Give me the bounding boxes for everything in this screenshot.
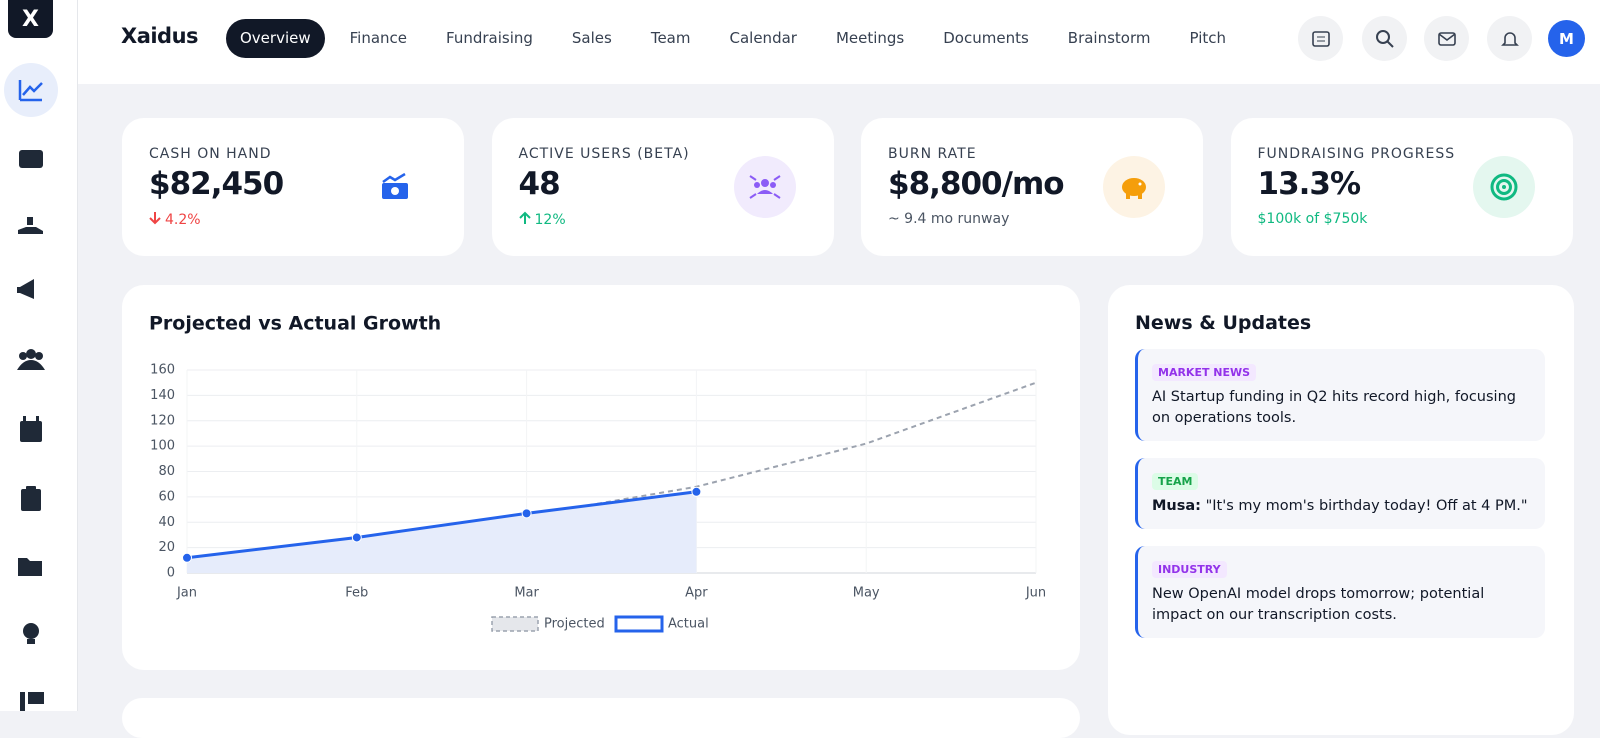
news-text: Musa: "It's my mom's birthday today! Off… [1152, 496, 1531, 517]
kpi-label: CASH ON HAND [149, 146, 272, 162]
y-tick-label: 0 [167, 566, 175, 581]
news-item: INDUSTRY New OpenAI model drops tomorrow;… [1135, 546, 1545, 638]
y-tick-label: 140 [150, 388, 175, 403]
legend-swatch [491, 616, 539, 632]
nav-item[interactable]: Finance [349, 29, 408, 47]
kpi-delta: ~ 9.4 mo runway [888, 211, 1009, 227]
news-text: New OpenAI model drops tomorrow; potenti… [1152, 584, 1531, 626]
kpi-card: FUNDRAISING PROGRESS 13.3% $100k of $750k [1230, 118, 1573, 256]
line [186, 381, 1037, 562]
avatar[interactable]: M [1548, 20, 1585, 57]
kpi-value: 13.3% [1257, 166, 1362, 202]
kpi-card: BURN RATE $8,800/mo ~ 9.4 mo runway [861, 118, 1203, 256]
bell-button[interactable] [1487, 16, 1532, 61]
legend-swatch [614, 615, 664, 633]
nav-item[interactable]: Overview [226, 19, 325, 58]
chart-card: Projected vs Actual Growth 0 20 40 60 80 100 1… [122, 285, 1080, 670]
x-tick-label: May [853, 586, 880, 601]
news-body: "It's my mom's birthday today! Off at 4 … [1205, 498, 1528, 514]
icon [1500, 31, 1519, 46]
x-tick-label: Mar [514, 586, 539, 601]
y-tick-label: 100 [150, 439, 175, 454]
kpi-delta: 12% [518, 211, 566, 229]
news-body: AI Startup funding in Q2 hits record hig… [1152, 389, 1516, 426]
delta-arrow [149, 211, 161, 229]
news-body: New OpenAI model drops tomorrow; potenti… [1152, 586, 1485, 623]
nav-item[interactable]: Sales [571, 29, 612, 47]
kpi-icon [733, 156, 796, 218]
icon [1311, 30, 1330, 47]
y-tick-label: 40 [158, 515, 175, 530]
nav-item[interactable]: Brainstorm [1067, 29, 1151, 47]
line [186, 490, 697, 560]
y-tick-label: 60 [158, 489, 175, 504]
nav-item[interactable]: Documents [943, 29, 1029, 47]
news-text: AI Startup funding in Q2 hits record hig… [1152, 387, 1531, 429]
delta-text: $100k of $750k [1257, 211, 1368, 227]
news-tag: TEAM [1152, 473, 1199, 490]
logo[interactable]: X [8, 0, 53, 38]
kpi-value: $8,800/mo [888, 166, 1065, 202]
nav-item[interactable]: Calendar [729, 29, 797, 47]
y-tick-label: 160 [150, 363, 175, 378]
news-card: News & Updates MARKET NEWS AI Startup fun… [1108, 285, 1574, 735]
point [351, 532, 362, 543]
x-tick-label: Feb [345, 586, 368, 601]
chart-title: Projected vs Actual Growth [149, 313, 441, 335]
legend-label: Projected [544, 617, 605, 632]
sidebar: X [0, 0, 78, 711]
search-button[interactable] [1362, 16, 1407, 61]
brand: Xaidus [121, 24, 199, 48]
nav-item[interactable]: Pitch [1189, 29, 1227, 47]
news-tag: MARKET NEWS [1152, 364, 1257, 381]
kpi-label: BURN RATE [888, 146, 977, 162]
kpi-icon [1103, 156, 1165, 218]
x-tick-label: Jun [1025, 586, 1046, 601]
legend-label: Actual [668, 617, 709, 632]
y-tick-label: 80 [158, 464, 175, 479]
delta-text: ~ 9.4 mo runway [888, 211, 1010, 227]
x-tick-label: Apr [685, 586, 708, 601]
point [521, 508, 532, 519]
nav-item[interactable]: Meetings [835, 29, 905, 47]
chart: Projected vs Actual Growth 0 20 40 60 80 100 1… [149, 313, 1046, 633]
mail-button[interactable] [1424, 16, 1469, 61]
icon [1375, 29, 1394, 48]
kpi-label: ACTIVE USERS (BETA) [518, 146, 690, 162]
kpi-delta: 4.2% [149, 211, 201, 229]
delta-text: 4.2% [165, 212, 201, 228]
kpi-value: 48 [518, 166, 561, 202]
top-bar: Xaidus Overview Finance Fundraising Sales Te… [78, 0, 1600, 84]
news-author: Musa: [1152, 498, 1201, 514]
news-item: TEAM Musa: "It's my mom's birthday today!… [1135, 458, 1545, 529]
next-card [122, 698, 1080, 738]
sidebar-icons [4, 63, 58, 711]
delta-arrow [518, 211, 531, 229]
kpi-label: FUNDRAISING PROGRESS [1257, 146, 1456, 162]
area [187, 491, 697, 573]
news-title: News & Updates [1135, 312, 1312, 334]
x-tick-label: Jan [176, 586, 197, 601]
nav-item[interactable]: Fundraising [446, 29, 533, 47]
kpi-card: CASH ON HAND $82,450 4.2% [122, 118, 464, 256]
delta-text: 12% [534, 212, 566, 228]
icon [1437, 31, 1456, 46]
kpi-value: $82,450 [149, 166, 284, 202]
y-tick-label: 20 [158, 540, 175, 555]
point [182, 552, 192, 563]
news-item: MARKET NEWS AI Startup funding in Q2 hits… [1135, 349, 1545, 441]
kpi-icon [364, 156, 426, 218]
kpi-delta: $100k of $750k [1258, 211, 1368, 227]
kpi-icon [1472, 156, 1535, 218]
y-tick-label: 120 [150, 413, 175, 428]
point [691, 486, 702, 497]
nav: Overview Finance Fundraising Sales Team Calen… [226, 19, 1240, 58]
kpi-card: ACTIVE USERS (BETA) 48 12% [491, 118, 834, 256]
news-button[interactable] [1298, 16, 1343, 61]
nav-item[interactable]: Team [650, 29, 691, 47]
news-tag: INDUSTRY [1152, 561, 1227, 578]
